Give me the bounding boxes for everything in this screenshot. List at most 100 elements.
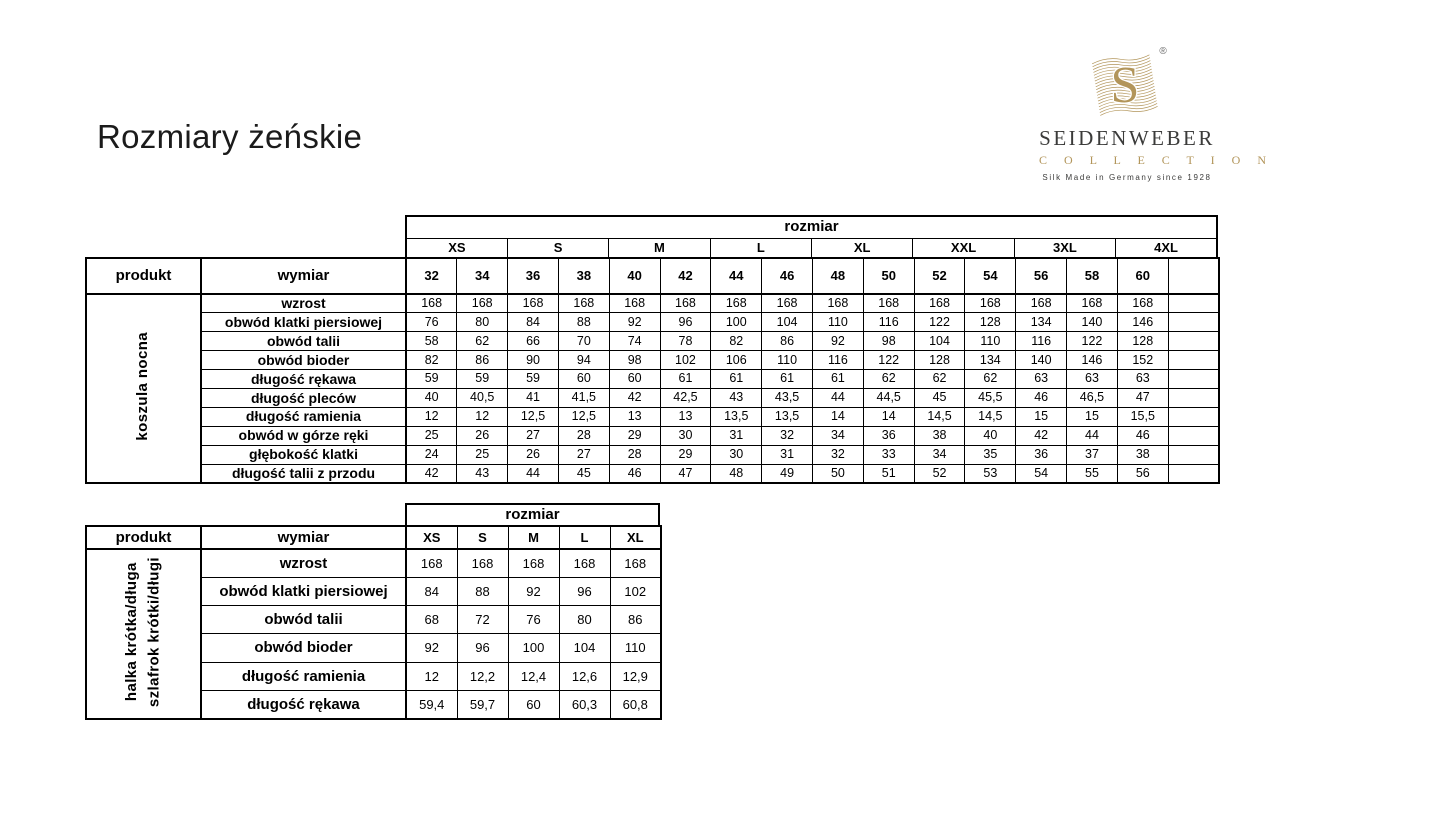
- measure-value: 38: [913, 425, 966, 446]
- measure-value: 13,5: [710, 406, 763, 427]
- measure-value: 12: [405, 406, 458, 427]
- table2-size-header: rozmiar: [405, 503, 660, 527]
- size-number: 46: [761, 257, 813, 295]
- measure-value: 12,9: [609, 661, 662, 692]
- table1-size-group-row: XS S M L XL XXL 3XL 4XL: [405, 237, 1218, 259]
- measure-value: 134: [964, 350, 1017, 371]
- measure-value: 168: [609, 548, 662, 578]
- measure-value: 31: [710, 425, 763, 446]
- measure-value: 41: [507, 387, 559, 408]
- measure-value: 88: [557, 312, 610, 333]
- measure-value: 40: [964, 425, 1017, 446]
- measure-value: 60,3: [558, 690, 611, 720]
- table-row: obwód talii 68 72 76 80 86: [86, 605, 662, 635]
- size-number: 42: [659, 257, 712, 295]
- measure-value: 44: [507, 463, 559, 484]
- measure-value: 27: [557, 444, 610, 465]
- measure-value: 41,5: [557, 387, 610, 408]
- measure-value: 78: [659, 331, 712, 352]
- measure-value: 96: [456, 633, 509, 663]
- size-header-xs: XS: [405, 525, 458, 550]
- measure-value: 63: [1066, 369, 1118, 389]
- table-row: obwód w górze ręki 25 26 27 28 29 30 31 32 34 36 38…: [86, 425, 1220, 446]
- table-row: obwód klatki piersiowej 84 88 92 96 102: [86, 576, 662, 607]
- measure-value: 14: [812, 406, 864, 427]
- measure-value: 60: [557, 369, 610, 389]
- measure-value: 12,5: [507, 406, 559, 427]
- measure-value: 92: [812, 331, 864, 352]
- brand-name: SEIDENWEBER: [1039, 126, 1215, 150]
- measure-value: 43: [710, 387, 763, 408]
- measure-label: długość ramienia: [200, 661, 407, 692]
- measure-value: 37: [1066, 444, 1118, 465]
- measure-value: 42,5: [659, 387, 712, 408]
- measure-value: 90: [507, 350, 559, 371]
- measure-label: długość rękawa: [200, 690, 407, 720]
- size-number: 58: [1066, 257, 1118, 295]
- table-row: obwód bioder 82 86 90 94 98 102 106 110 116 122 128…: [86, 350, 1220, 371]
- measure-value: 104: [913, 331, 966, 352]
- size-number: 60: [1116, 257, 1169, 295]
- measure-value: 15: [1015, 406, 1068, 427]
- measure-value: 146: [1116, 312, 1169, 333]
- measure-label: głębokość klatki: [200, 444, 407, 465]
- table-row: głębokość klatki 24 25 26 27 28 29 30 31 32 33 34 35…: [86, 444, 1220, 465]
- measure-value: 59: [456, 369, 509, 389]
- measure-value: 12,4: [507, 661, 560, 692]
- measure-value: 104: [558, 633, 611, 663]
- measure-value: 60: [507, 690, 560, 720]
- table-row: długość rękawa 59,4 59,7 60 60,3 60,8: [86, 690, 662, 720]
- measure-label: obwód talii: [200, 605, 407, 635]
- table-row: koszula nocna wzrost 168 168 168 168 168 168 168…: [85, 293, 1220, 484]
- measure-value: 168: [456, 548, 509, 578]
- size-header-xl: XL: [609, 525, 662, 550]
- measure-value: 168: [964, 293, 1017, 314]
- measure-value: [1167, 444, 1220, 465]
- measure-value: 168: [507, 293, 559, 314]
- measure-value: 128: [964, 312, 1017, 333]
- measure-value: [1167, 331, 1220, 352]
- measure-label: długość rękawa: [200, 369, 407, 389]
- table2-wymiar-header: wymiar: [200, 525, 407, 550]
- svg-text:®: ®: [1159, 46, 1167, 57]
- measure-value: 168: [1015, 293, 1068, 314]
- measure-value: 168: [405, 293, 458, 314]
- table2-rozmiar-header: rozmiar: [405, 503, 660, 527]
- table-row: długość rękawa 59 59 59 60 60 61 61 61 61 62 62 62 63…: [86, 369, 1220, 389]
- measure-value: 92: [608, 312, 661, 333]
- measure-value: 45,5: [964, 387, 1017, 408]
- measure-value: 96: [558, 576, 611, 607]
- measure-label: długość ramienia: [200, 406, 407, 427]
- measure-value: 35: [964, 444, 1017, 465]
- measure-value: 104: [761, 312, 813, 333]
- measure-value: 15,5: [1116, 406, 1169, 427]
- brand-logo: S ® SEIDENWEBER C O L L E C T I O N Silk…: [1032, 40, 1266, 182]
- measure-value: 53: [964, 463, 1017, 484]
- measure-value: 12,2: [456, 661, 509, 692]
- size-number: 38: [557, 257, 610, 295]
- measure-value: 46: [1116, 425, 1169, 446]
- measure-value: 116: [812, 350, 864, 371]
- measure-value: 168: [1066, 293, 1118, 314]
- measure-value: 52: [913, 463, 966, 484]
- size-number: 40: [608, 257, 661, 295]
- measure-value: 54: [1015, 463, 1068, 484]
- product-label-halka-szlafrok: halka krótka/długa szlafrok krótki/długi: [85, 548, 202, 720]
- size-group-l: L: [709, 237, 813, 259]
- measure-value: 15: [1066, 406, 1118, 427]
- measure-value: 168: [557, 293, 610, 314]
- size-number: 54: [964, 257, 1017, 295]
- measure-value: 82: [710, 331, 763, 352]
- table1-column-header-row: produkt wymiar 32 34 36 38 40 42 44 46 48 50 52 54 5…: [85, 257, 1220, 295]
- measure-value: 46: [1015, 387, 1068, 408]
- measure-value: 168: [507, 548, 560, 578]
- measure-value: 36: [1015, 444, 1068, 465]
- measure-label: obwód klatki piersiowej: [200, 576, 407, 607]
- measure-value: 98: [608, 350, 661, 371]
- measure-value: 28: [608, 444, 661, 465]
- table-row: obwód klatki piersiowej 76 80 84 88 92 96 100 10…: [86, 312, 1220, 333]
- measure-value: 43,5: [761, 387, 813, 408]
- measure-value: 168: [608, 293, 661, 314]
- measure-label: wzrost: [200, 548, 407, 578]
- measure-value: 42: [608, 387, 661, 408]
